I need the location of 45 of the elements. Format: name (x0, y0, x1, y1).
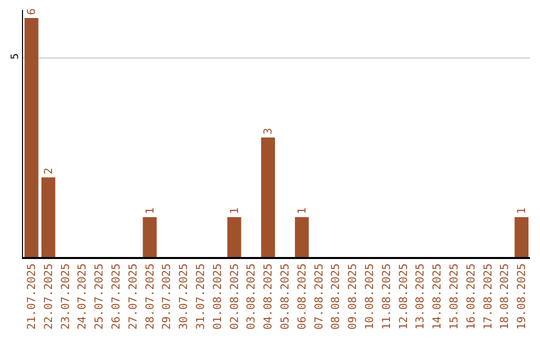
x-tick-label: 10.08.2025 (363, 263, 376, 330)
x-tick-label: 28.07.2025 (143, 263, 156, 330)
text: 1 (295, 208, 308, 214)
x-tick-label: 09.08.2025 (346, 263, 360, 330)
x-tick-label: 15.08.2025 (448, 263, 461, 330)
x-tick-label: 05.08.2025 (278, 263, 292, 330)
x-tick-label: 11.08.2025 (380, 263, 393, 330)
x-tick-label: 16.08.2025 (464, 263, 478, 330)
y-tick-label: 5 (10, 53, 21, 60)
x-tick-label: 26.07.2025 (110, 263, 123, 330)
text: 1 (143, 208, 156, 214)
text: 2 (42, 168, 55, 174)
x-tick-label: 25.07.2025 (92, 263, 106, 330)
x-tick-label: 14.08.2025 (430, 263, 444, 330)
x-tick-label: 29.07.2025 (160, 263, 174, 330)
x-tick-label: 04.08.2025 (262, 263, 275, 330)
x-tick-label: 24.07.2025 (76, 263, 89, 330)
x-tick-label: 23.07.2025 (58, 263, 72, 330)
x-tick-label: 06.08.2025 (295, 263, 308, 330)
x-tick-label: 02.08.2025 (228, 263, 241, 330)
x-tick-label: 27.07.2025 (126, 263, 140, 330)
bar (261, 137, 275, 257)
bar (227, 217, 242, 257)
text: 1 (228, 208, 241, 214)
x-tick-label: 08.08.2025 (329, 263, 342, 330)
x-tick-label: 12.08.2025 (396, 263, 410, 330)
x-tick-label: 22.07.2025 (42, 263, 55, 330)
x-tick-label: 19.08.2025 (515, 263, 528, 330)
bar (294, 217, 309, 257)
bar (142, 217, 157, 257)
x-tick-label: 17.08.2025 (481, 263, 494, 330)
text: 3 (262, 128, 275, 134)
bar (24, 18, 38, 257)
text: 1 (515, 208, 528, 214)
x-tick-label: 31.07.2025 (194, 263, 208, 330)
x-tick-label: 03.08.2025 (244, 263, 258, 330)
x-tick-label: 07.08.2025 (312, 263, 326, 330)
x-tick-label: 18.08.2025 (498, 263, 512, 330)
x-tick-label: 13.08.2025 (414, 263, 427, 330)
bar (514, 217, 528, 257)
x-tick-label: 01.08.2025 (210, 263, 224, 330)
x-tick-label: 21.07.2025 (25, 263, 38, 330)
x-tick-label: 30.07.2025 (177, 263, 190, 330)
bar (41, 177, 56, 257)
text: 6 (24, 8, 38, 15)
